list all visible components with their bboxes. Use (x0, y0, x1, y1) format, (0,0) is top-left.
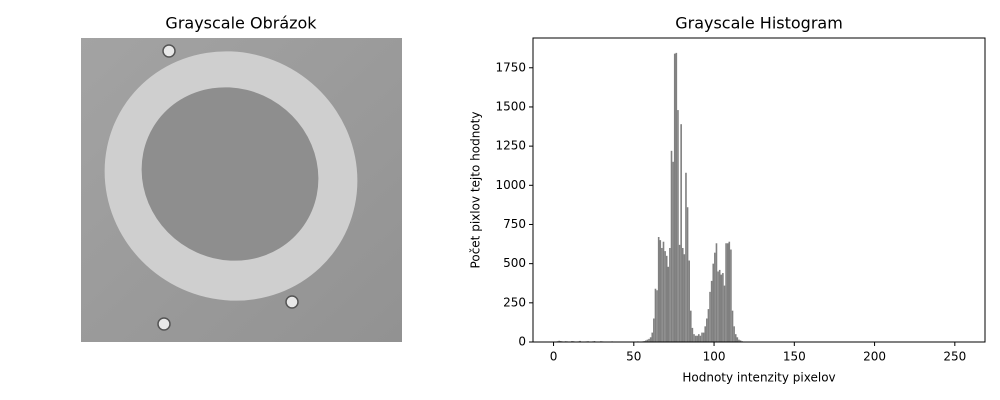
bar (723, 285, 726, 342)
bar (704, 326, 707, 342)
bar (648, 338, 650, 342)
bar (717, 271, 719, 342)
bar (696, 335, 699, 342)
y-tick-label: 750 (503, 217, 526, 231)
bar (712, 263, 715, 342)
bar (728, 241, 731, 342)
grayscale-image (81, 38, 402, 342)
bar (736, 337, 739, 342)
bar (686, 207, 689, 342)
bar (677, 110, 679, 342)
axes-frame (532, 37, 986, 343)
bar (656, 290, 658, 342)
bar (707, 309, 710, 342)
y-tick-label: 1250 (495, 139, 526, 153)
bar (664, 251, 666, 342)
bar (701, 332, 703, 342)
bar (718, 269, 721, 342)
y-tick-label: 500 (503, 256, 526, 270)
bar (734, 334, 737, 342)
x-tick-label: 50 (626, 350, 641, 364)
x-tick-label: 200 (863, 350, 886, 364)
bar (662, 241, 665, 342)
bar (722, 273, 724, 342)
bar (669, 247, 671, 342)
bar (739, 340, 742, 342)
bar (654, 288, 657, 342)
bar (710, 280, 713, 342)
x-tick-label: 150 (783, 350, 806, 364)
x-tick-label: 250 (943, 350, 966, 364)
bar (694, 335, 697, 342)
y-axis-label: Počet pixlov tejto hodnoty (469, 112, 483, 269)
bar (558, 340, 560, 342)
bar (720, 274, 723, 342)
bar (709, 291, 711, 342)
bar (730, 249, 732, 342)
bar (726, 243, 729, 342)
bar (649, 337, 652, 342)
bar (683, 254, 686, 342)
bar (738, 339, 740, 342)
bar (675, 52, 678, 342)
bar (678, 244, 681, 342)
bar (731, 310, 734, 342)
bar (698, 334, 700, 342)
bar (651, 332, 654, 342)
bar (646, 339, 649, 342)
bar (670, 150, 673, 342)
y-tick-label: 250 (503, 295, 526, 309)
bar (673, 53, 676, 342)
bar (689, 310, 692, 342)
x-tick-label: 100 (703, 350, 726, 364)
chart-title: Grayscale Histogram (675, 14, 843, 33)
y-tick-label: 1750 (495, 60, 526, 74)
x-axis-label: Hodnoty intenzity pixelov (682, 371, 835, 385)
bar (661, 247, 663, 342)
bar (691, 327, 694, 342)
bar (665, 255, 668, 342)
bar (685, 172, 687, 342)
bar (657, 237, 660, 342)
y-tick-label: 1000 (495, 178, 526, 192)
bar (699, 335, 702, 342)
bar (714, 252, 716, 342)
bar (733, 326, 735, 342)
bar (579, 340, 581, 342)
bar (706, 318, 708, 342)
bar (653, 318, 655, 342)
bar (667, 266, 670, 342)
y-tick-label: 0 (518, 335, 526, 349)
bar (702, 332, 705, 342)
bar (715, 243, 718, 342)
bar (688, 260, 690, 342)
x-tick-label: 0 (550, 350, 558, 364)
y-tick-label: 1500 (495, 99, 526, 113)
bar (672, 161, 674, 342)
bar (681, 247, 684, 342)
image-title: Grayscale Obrázok (165, 14, 317, 33)
bar (693, 334, 695, 342)
bar (645, 340, 647, 342)
bar (725, 243, 727, 342)
bar (659, 240, 662, 342)
bar (680, 124, 682, 342)
